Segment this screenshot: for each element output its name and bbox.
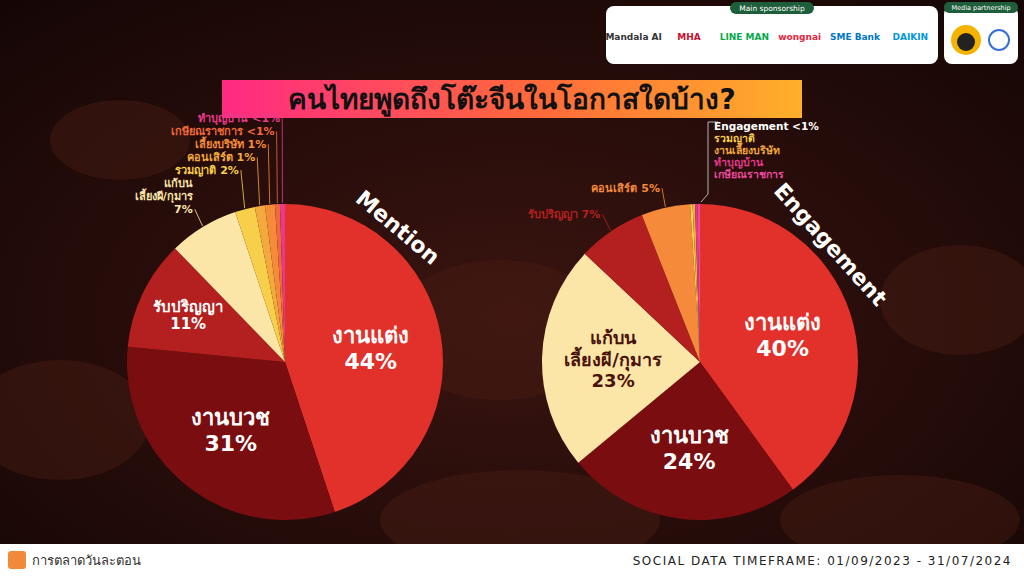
slice	[127, 347, 335, 520]
media-icon-2	[989, 30, 1009, 50]
data-label: 7%	[174, 203, 193, 216]
outside-label: ทำบุญบ้าน <1%	[198, 112, 280, 126]
label-part: คอนเสิร์ต	[187, 151, 233, 164]
sponsor-box	[606, 6, 938, 64]
leader-line	[241, 170, 245, 208]
sponsor-logo: SME Bank	[830, 32, 881, 42]
leader-line	[195, 209, 203, 226]
slice-name: งานบวช	[650, 423, 729, 448]
brand: การตลาดวันละตอน	[32, 553, 141, 568]
label-part: 1%	[237, 151, 256, 164]
data-label: 31%	[204, 431, 257, 456]
outside-label: คอนเสิร์ต 5%	[591, 182, 660, 195]
label-part: คอนเสิร์ต	[591, 182, 637, 195]
data-label: 23%	[592, 370, 635, 391]
leader-line	[662, 188, 665, 207]
leader-line	[268, 144, 269, 204]
label-part: รับปริญญา	[528, 208, 578, 221]
timeframe: SOCIAL DATA TIMEFRAME: 01/09/2023 - 31/0…	[633, 554, 1012, 568]
slice-name: เลี้ยงผี/กุมาร	[564, 346, 662, 372]
slice-name: รับปริญญา	[153, 298, 223, 316]
label-part: เลี้ยงบริษัท	[195, 136, 244, 151]
sponsor-logo: Mandala AI	[605, 32, 662, 42]
decor-plate	[0, 360, 150, 480]
title: คนไทยพูดถึงโต๊ะจีนในโอกาสใดบ้าง?	[288, 82, 735, 117]
pie-title: Mention	[351, 185, 445, 269]
data-label: 44%	[344, 349, 397, 374]
title-band	[222, 80, 802, 118]
slice-name: เกษียณราชการ	[714, 168, 784, 180]
annotation: Engagement <1%	[714, 120, 819, 132]
slice	[642, 204, 700, 362]
slice-name: แก้บน	[164, 177, 193, 190]
outside-label: รับปริญญา 7%	[528, 208, 601, 221]
outside-label: เลี้ยงบริษัท 1%	[195, 136, 267, 151]
brand-icon	[8, 551, 26, 569]
slice-name: งานแต่ง	[744, 310, 821, 335]
label-part: รวมญาติ	[175, 164, 216, 177]
label-part: 2%	[220, 164, 239, 177]
label-part: <1%	[247, 125, 275, 138]
sponsor-logo: DAIKIN	[893, 32, 929, 42]
label-part: เกษียณราชการ	[171, 125, 243, 138]
slice-name: เลี้ยงผี/กุมาร	[135, 188, 193, 204]
decor-plate	[50, 100, 190, 180]
pie-title: Engagement	[769, 178, 892, 311]
slice-name: งานเลี้ยงบริษัท	[714, 142, 780, 156]
media-pill	[944, 2, 1018, 13]
slice	[578, 362, 793, 520]
slice	[280, 204, 285, 362]
background	[0, 0, 1024, 576]
pie-1	[542, 204, 858, 520]
sponsor-logo: LINE MAN	[720, 32, 769, 42]
decor-plate	[880, 245, 1024, 355]
slice	[275, 204, 285, 362]
leader-line	[257, 157, 259, 205]
slice	[265, 204, 285, 362]
footer	[0, 544, 1024, 576]
sponsor-pill	[730, 2, 814, 14]
media-icon-face	[957, 33, 975, 51]
label-part: 5%	[641, 182, 660, 195]
canvas: คนไทยพูดถึงโต๊ะจีนในโอกาสใดบ้าง? Main spo…	[0, 0, 1024, 576]
leader-line	[276, 131, 278, 203]
slice	[693, 204, 700, 362]
pie-0	[127, 204, 443, 520]
slice-name: งานบวช	[191, 405, 270, 430]
pie-labels-0: Mention งานแต่ง44% งานบวช31% รับปริญญา11% แก…	[135, 112, 445, 455]
slice	[698, 204, 700, 362]
data-label: 11%	[170, 315, 206, 333]
outside-label: เกษียณราชการ <1%	[171, 125, 275, 138]
leader-line	[602, 214, 610, 230]
slice	[695, 204, 700, 362]
media-icon	[951, 25, 981, 55]
slice	[690, 204, 700, 362]
leader-line	[282, 118, 283, 203]
outside-label: รวมญาติ 2%	[175, 164, 239, 177]
sponsor-logo: MHA	[677, 32, 700, 42]
media-heading: Media partnership	[951, 4, 1010, 12]
label-part: 1%	[248, 138, 267, 151]
data-label: 24%	[663, 449, 716, 474]
pie-labels-1: Engagementงานแต่ง40% งานบวช24% แก้บนเลี้ยง…	[528, 120, 893, 474]
slice-name: งานแต่ง	[332, 323, 409, 348]
outside-label: คอนเสิร์ต 1%	[187, 151, 256, 164]
media-box	[944, 6, 1018, 64]
annotation-bracket	[701, 122, 718, 202]
data-label: 40%	[756, 336, 809, 361]
sponsor-heading: Main sponsorship	[739, 4, 805, 13]
slice-name: แก้บน	[590, 327, 637, 348]
sponsor-logo: wongnai	[778, 32, 821, 42]
label-part: ทำบุญบ้าน	[198, 112, 248, 126]
label-part: 7%	[582, 208, 601, 221]
label-part: <1%	[252, 112, 280, 125]
